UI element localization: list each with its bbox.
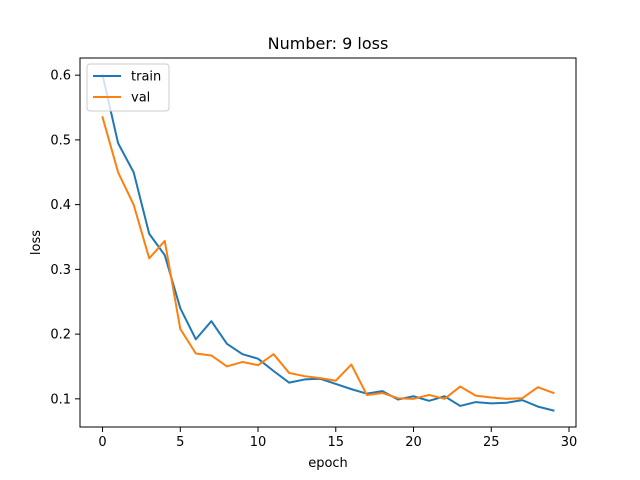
x-tick-label: 25: [483, 435, 500, 450]
x-tick-label: 15: [328, 435, 345, 450]
legend: train val: [86, 63, 170, 112]
x-axis-label: epoch: [308, 456, 348, 471]
series-line-train: [101, 73, 555, 412]
y-tick-label: 0.6: [50, 69, 71, 84]
y-axis-ticks: 0.1 0.2 0.3 0.4 0.5 0.6: [50, 69, 80, 407]
x-axis-ticks: 0 5 10 15 20 25 30: [98, 427, 577, 450]
x-tick-label: 30: [561, 435, 578, 450]
legend-label-train: train: [131, 70, 161, 85]
y-tick-label: 0.4: [50, 198, 71, 213]
x-tick-label: 0: [98, 435, 106, 450]
plot-frame: [79, 57, 577, 428]
chart-title: Number: 9 loss: [268, 34, 389, 53]
x-tick-label: 10: [250, 435, 267, 450]
y-tick-label: 0.2: [50, 328, 71, 343]
y-tick-label: 0.5: [50, 133, 71, 148]
series-layer: [101, 73, 555, 412]
x-tick-label: 20: [405, 435, 422, 450]
y-tick-label: 0.3: [50, 263, 71, 278]
x-tick-label: 5: [176, 435, 184, 450]
y-axis-label: loss: [29, 230, 44, 255]
legend-label-val: val: [131, 91, 150, 106]
series-line-val: [101, 115, 555, 400]
y-tick-label: 0.1: [50, 392, 71, 407]
